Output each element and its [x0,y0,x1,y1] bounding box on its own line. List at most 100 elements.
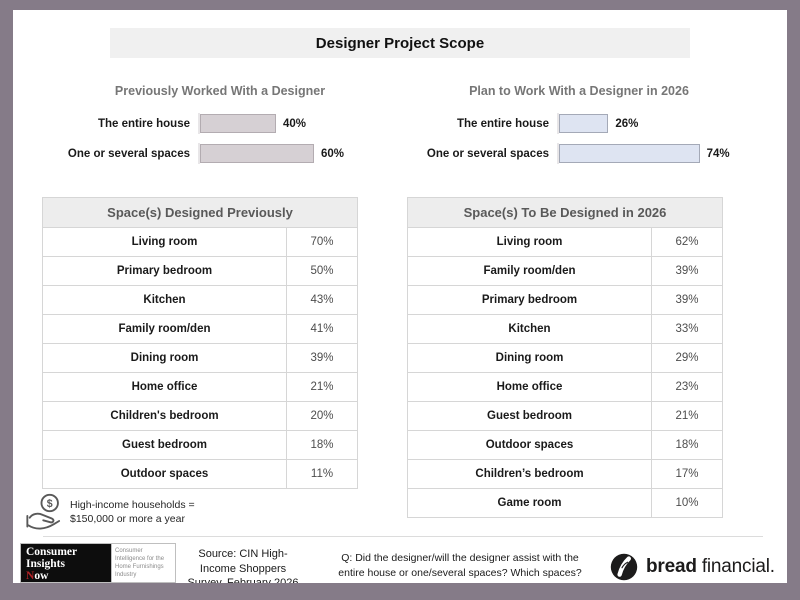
table-cell-space: Home office [496,381,563,393]
bar-track: 26% [557,113,744,134]
bar-track: 74% [557,143,744,164]
table-cell-percent: 39% [651,257,722,285]
table-cell-percent: 50% [286,257,357,285]
table-cell-percent: 41% [286,315,357,343]
bar-category-label: The entire house [97,117,190,130]
chart-title: Previously Worked With a Designer [114,84,326,98]
note-line2: $150,000 or more a year [70,513,185,525]
table-cell-space: Family room/den [483,265,576,277]
table-cell-percent: 29% [651,344,722,372]
table-row: Children’s bedroom 17% [408,459,722,488]
bar-row: One or several spaces 74% [414,143,744,164]
table-cell-space: Home office [131,381,198,393]
bar-value-label: 74% [706,147,730,160]
table-row: Kitchen 43% [43,285,357,314]
bar [559,144,700,163]
question-line2: entire house or one/several spaces? Whic… [338,567,582,579]
table-row: Guest bedroom 18% [43,430,357,459]
table-cell-percent: 11% [286,460,357,488]
bar [200,144,314,163]
bar-row: One or several spaces 60% [55,143,385,164]
money-hand-icon: $ [25,493,65,538]
table-cell-percent: 43% [286,286,357,314]
table-cell-percent: 33% [651,315,722,343]
bread-financial-logo: bread financial. [610,553,775,581]
table-cell-percent: 18% [286,431,357,459]
table-cell-space: Primary bedroom [116,265,213,277]
cin-line3-rest: ow [34,570,49,582]
cin-line3: Now [26,570,106,582]
chart-bars: The entire house 40% One or several spaces… [55,113,385,164]
source-line2: Income Shoppers [199,562,287,575]
table-cell-percent: 39% [286,344,357,372]
source-line1: Source: CIN High- [198,548,288,560]
table-cell-space: Children's bedroom [110,410,219,422]
bread-financial-wordmark: bread financial. [646,556,775,578]
bar-row: The entire house 26% [414,113,744,134]
table-row: Living room 70% [43,228,357,256]
table-cell-space: Dining room [495,352,564,364]
bar-value-label: 40% [283,117,307,130]
table-cell-percent: 18% [651,431,722,459]
table-body: Living room 62% Family room/den 39% Primary … [408,228,722,517]
source-line3: Survey, February 2026 [187,577,299,583]
table-cell-percent: 10% [651,489,722,517]
bar-row: The entire house 40% [55,113,385,134]
table-row: Family room/den 41% [43,314,357,343]
table-cell-space: Living room [131,236,198,248]
table-cell-percent: 23% [651,373,722,401]
table-title: Space(s) Designed Previously [43,198,357,228]
table-row: Dining room 29% [408,343,722,372]
table-row: Guest bedroom 21% [408,401,722,430]
table-cell-space: Family room/den [118,323,211,335]
bar [200,114,276,133]
cin-line2: Insights [26,558,65,570]
table-row: Primary bedroom 39% [408,285,722,314]
table-cell-space: Outdoor spaces [485,439,574,451]
table-cell-space: Outdoor spaces [120,468,209,480]
table-body: Living room 70% Primary bedroom 50% Kitchen 4… [43,228,357,488]
table-cell-space: Game room [497,497,562,509]
consumer-insights-now-logo: Consumer Insights Now Consumer Intellige… [20,543,176,583]
cin-logo-tagline: Consumer Intelligence for the Home Furni… [111,544,175,582]
table-cell-space: Guest bedroom [487,410,572,422]
table-row: Children's bedroom 20% [43,401,357,430]
chart-previously-worked: Previously Worked With a Designer The en… [55,84,385,173]
table-row: Dining room 39% [43,343,357,372]
note-line1: High-income households = [70,499,195,511]
cin-logo-wordmark: Consumer Insights Now [21,544,111,582]
table-cell-percent: 21% [651,402,722,430]
brand-word2: financial [696,556,770,577]
table-cell-percent: 20% [286,402,357,430]
survey-question-text: Q: Did the designer/will the designer as… [305,551,615,581]
table-row: Home office 21% [43,372,357,401]
table-row: Outdoor spaces 18% [408,430,722,459]
table-cell-percent: 17% [651,460,722,488]
page-title: Designer Project Scope [110,28,690,58]
table-cell-space: Children’s bedroom [475,468,584,480]
bar-value-label: 26% [615,117,639,130]
table-row: Game room 10% [408,488,722,517]
table-row: Kitchen 33% [408,314,722,343]
table-cell-percent: 21% [286,373,357,401]
table-spaces-designed-previously: Space(s) Designed Previously Living room… [42,197,358,489]
bar [559,114,609,133]
table-row: Outdoor spaces 11% [43,459,357,488]
table-row: Primary bedroom 50% [43,256,357,285]
table-cell-space: Primary bedroom [481,294,578,306]
table-cell-percent: 70% [286,228,357,256]
question-line1: Q: Did the designer/will the designer as… [341,552,579,564]
cin-line3-initial: N [26,570,35,582]
chart-bars: The entire house 26% One or several spaces… [414,113,744,164]
bar-category-label: One or several spaces [426,147,549,160]
brand-word1: bread [646,556,697,577]
table-cell-space: Kitchen [508,323,551,335]
table-spaces-to-be-designed-2026: Space(s) To Be Designed in 2026 Living r… [407,197,723,518]
table-title: Space(s) To Be Designed in 2026 [408,198,722,228]
bread-financial-icon [610,553,638,581]
table-row: Living room 62% [408,228,722,256]
footer-divider [43,536,763,537]
bar-category-label: The entire house [456,117,549,130]
svg-text:$: $ [47,498,53,510]
bar-track: 40% [198,113,385,134]
